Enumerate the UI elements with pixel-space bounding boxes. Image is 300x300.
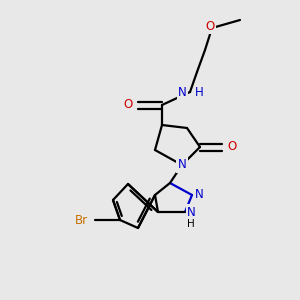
Text: N: N [178, 158, 186, 172]
Text: N: N [195, 188, 204, 202]
Text: H: H [195, 85, 204, 98]
Text: H: H [187, 219, 195, 229]
Text: N: N [187, 206, 196, 218]
Text: O: O [227, 140, 236, 154]
Text: O: O [124, 98, 133, 112]
Text: Br: Br [75, 214, 88, 226]
Text: O: O [206, 20, 214, 32]
Text: N: N [178, 85, 187, 98]
